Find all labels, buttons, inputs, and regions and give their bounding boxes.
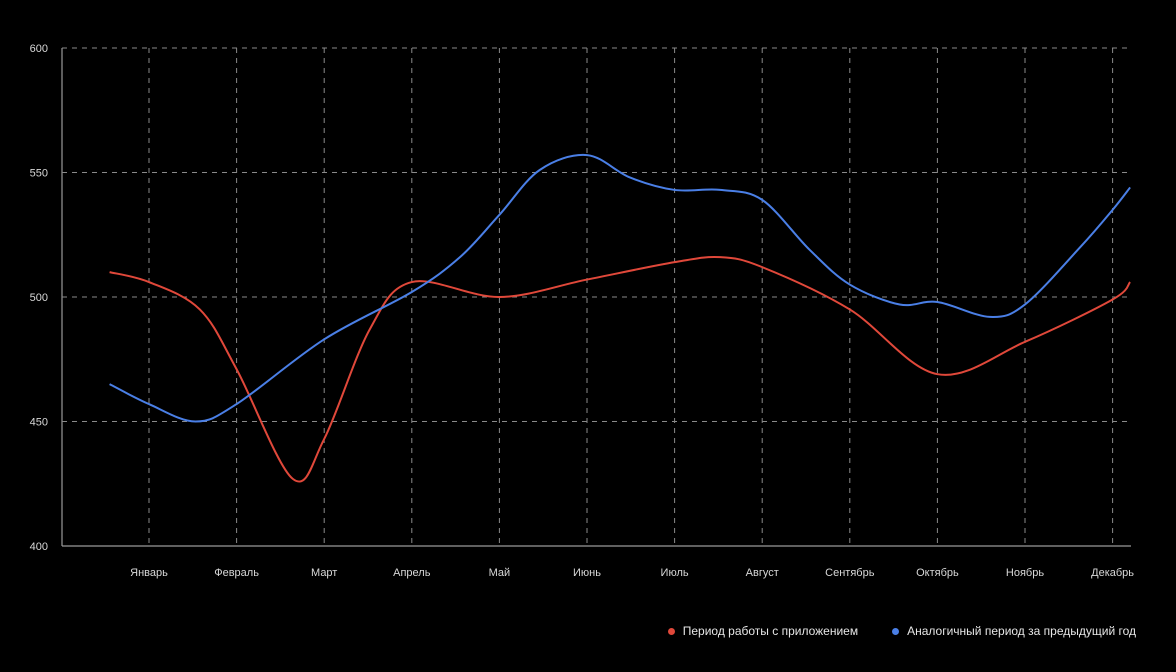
x-tick-label: Август: [746, 567, 779, 579]
x-tick-label: Июнь: [573, 567, 601, 579]
legend-label: Период работы с приложением: [682, 624, 859, 638]
y-tick-label: 600: [30, 43, 48, 55]
legend-item-current[interactable]: Период работы с приложением: [667, 624, 859, 638]
x-axis-ticks: Январь Февраль Март Апрель Май Июнь Июль Август…: [130, 567, 1134, 579]
series-line-previous-year: [109, 153, 1131, 423]
legend-item-previous-year[interactable]: Аналогичный период за предыдущий год: [892, 624, 1136, 638]
series-lines: [109, 153, 1131, 483]
blue-dot-icon: [892, 627, 900, 635]
y-tick-label: 400: [30, 541, 48, 553]
x-tick-label: Январь: [130, 567, 168, 579]
x-tick-label: Ноябрь: [1006, 567, 1044, 579]
x-tick-label: Октябрь: [916, 567, 959, 579]
series-line-current: [109, 255, 1131, 483]
y-tick-label: 450: [30, 417, 48, 429]
x-tick-label: Декабрь: [1091, 567, 1134, 579]
x-tick-label: Июль: [661, 567, 689, 579]
red-dot-icon: [667, 627, 675, 635]
y-axis-ticks: 400 450 500 550 600: [30, 43, 48, 553]
legend: Период работы с приложением Аналогичный …: [667, 624, 1136, 638]
grid: [61, 47, 1131, 547]
x-tick-label: Март: [311, 567, 337, 579]
legend-label: Аналогичный период за предыдущий год: [907, 624, 1136, 638]
x-tick-label: Апрель: [393, 567, 431, 579]
y-tick-label: 500: [30, 292, 48, 304]
x-tick-label: Май: [489, 567, 511, 579]
y-tick-label: 550: [30, 168, 48, 180]
x-tick-label: Февраль: [214, 567, 259, 579]
x-tick-label: Сентябрь: [825, 567, 875, 579]
